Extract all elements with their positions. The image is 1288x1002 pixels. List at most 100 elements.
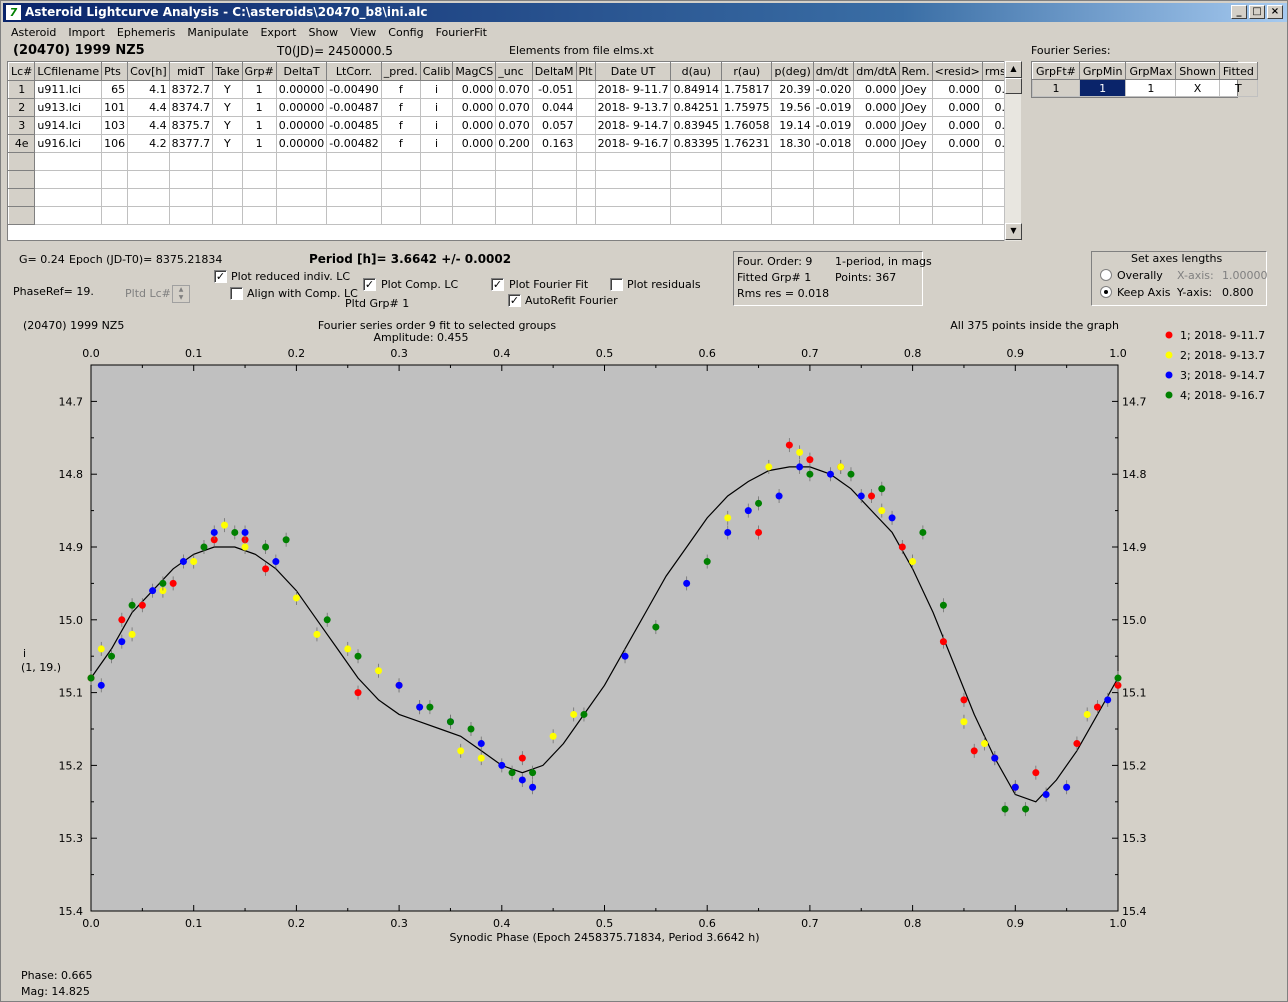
table-cell[interactable] (898, 152, 933, 171)
column-header[interactable]: Pts (101, 62, 129, 81)
column-header[interactable]: dm/dtA (853, 62, 900, 81)
table-cell[interactable] (531, 170, 577, 189)
table-cell[interactable] (575, 80, 596, 99)
table-row[interactable]: 1 1 1 X T (1032, 79, 1258, 97)
table-cell[interactable]: Y (212, 134, 243, 153)
align-checkbox[interactable] (230, 287, 243, 300)
table-cell[interactable]: 0.000 (853, 116, 900, 135)
table-cell[interactable]: 4.4 (127, 116, 170, 135)
table-cell[interactable]: u916.lci (34, 134, 103, 153)
close-button[interactable]: × (1267, 5, 1283, 19)
table-cell[interactable] (241, 152, 277, 171)
table-cell[interactable] (380, 152, 421, 171)
grpmin-cell[interactable]: 1 (1078, 79, 1127, 97)
table-cell[interactable]: 4.4 (127, 98, 170, 117)
table-cell[interactable]: 0.84251 (670, 98, 722, 117)
table-row[interactable]: 2 u913.lci 101 4.4 8374.7 Y 1 0.00000 -0.00487 f i… (8, 98, 1020, 117)
menu-ephemeris[interactable]: Ephemeris (116, 26, 176, 39)
table-cell[interactable] (380, 188, 421, 207)
table-cell[interactable] (241, 206, 277, 225)
table-cell[interactable] (419, 206, 454, 225)
table-cell[interactable] (275, 152, 328, 171)
table-cell[interactable]: Y (212, 116, 243, 135)
maximize-button[interactable]: □ (1249, 5, 1265, 19)
table-cell[interactable] (594, 206, 672, 225)
table-row[interactable]: 4e u916.lci 106 4.2 8377.7 Y 1 0.00000 -0.00482 f… (8, 134, 1020, 153)
table-cell[interactable]: 1 (241, 98, 277, 117)
table-cell[interactable]: 1 (241, 134, 277, 153)
table-cell[interactable]: i (419, 116, 454, 135)
row-header[interactable] (8, 170, 36, 189)
column-header[interactable]: dm/dt (812, 62, 855, 81)
table-cell[interactable]: f (380, 80, 421, 99)
table-cell[interactable] (853, 170, 900, 189)
column-header[interactable]: Calib (419, 62, 454, 81)
table-cell[interactable]: 8375.7 (168, 116, 214, 135)
column-header[interactable]: <resid> (931, 62, 983, 81)
table-cell[interactable] (275, 188, 328, 207)
table-cell[interactable]: -0.019 (812, 116, 855, 135)
column-header[interactable]: LCfilename (34, 62, 103, 81)
column-header[interactable]: DeltaM (531, 62, 577, 81)
table-cell[interactable] (771, 206, 814, 225)
column-header[interactable]: Take (212, 62, 243, 81)
table-cell[interactable] (931, 188, 983, 207)
table-cell[interactable]: 1.75975 (720, 98, 773, 117)
table-cell[interactable] (575, 98, 596, 117)
table-cell[interactable]: 4.2 (127, 134, 170, 153)
table-row[interactable] (8, 170, 1020, 189)
table-row[interactable] (8, 188, 1020, 207)
table-cell[interactable]: 0.044 (531, 98, 577, 117)
scroll-down-icon[interactable]: ▼ (1005, 223, 1022, 240)
table-cell[interactable] (212, 152, 243, 171)
table-cell[interactable]: 0.070 (495, 80, 533, 99)
table-cell[interactable]: 1 (241, 80, 277, 99)
menu-export[interactable]: Export (260, 26, 297, 39)
menu-asteroid[interactable]: Asteroid (11, 26, 57, 39)
column-header[interactable]: Date UT (594, 62, 672, 81)
table-cell[interactable]: u911.lci (34, 80, 103, 99)
table-cell[interactable] (931, 170, 983, 189)
table-cell[interactable]: -0.019 (812, 98, 855, 117)
table-cell[interactable] (853, 152, 900, 171)
overally-radio[interactable] (1100, 269, 1112, 281)
minimize-button[interactable]: _ (1231, 5, 1247, 19)
table-cell[interactable]: 0.000 (853, 134, 900, 153)
table-cell[interactable] (452, 170, 497, 189)
table-cell[interactable] (452, 206, 497, 225)
table-cell[interactable] (531, 206, 577, 225)
table-cell[interactable]: 18.30 (771, 134, 814, 153)
table-cell[interactable] (168, 188, 214, 207)
table-cell[interactable] (241, 170, 277, 189)
column-header[interactable]: r(au) (720, 62, 773, 81)
row-header[interactable]: 1 (8, 80, 36, 99)
table-cell[interactable] (720, 206, 773, 225)
row-header[interactable]: 4e (8, 134, 36, 153)
table-cell[interactable] (168, 152, 214, 171)
table-cell[interactable] (380, 170, 421, 189)
lightcurve-plot[interactable]: (20470) 1999 NZ5 Fourier series order 9 f… (19, 313, 1269, 953)
table-cell[interactable]: i (419, 80, 454, 99)
table-cell[interactable]: u913.lci (34, 98, 103, 117)
table-cell[interactable] (594, 170, 672, 189)
table-cell[interactable] (127, 206, 170, 225)
table-cell[interactable] (670, 188, 722, 207)
lightcurve-table[interactable]: Lc# LCfilename Pts Cov[h] midT Take Grp# DeltaT… (7, 61, 1021, 241)
spin-up-icon[interactable]: ▲ (178, 286, 184, 293)
table-cell[interactable] (575, 206, 596, 225)
table-cell[interactable]: 0.83395 (670, 134, 722, 153)
table-cell[interactable] (34, 152, 103, 171)
table-cell[interactable] (212, 206, 243, 225)
table-cell[interactable]: 0.000 (452, 116, 497, 135)
table-cell[interactable]: 8374.7 (168, 98, 214, 117)
table-cell[interactable] (241, 188, 277, 207)
table-cell[interactable] (771, 170, 814, 189)
table-cell[interactable] (212, 188, 243, 207)
table-cell[interactable]: -0.00485 (326, 116, 382, 135)
table-cell[interactable]: 2018- 9-14.7 (594, 116, 672, 135)
table-cell[interactable]: JOey (898, 134, 933, 153)
table-cell[interactable] (898, 206, 933, 225)
table-cell[interactable]: -0.020 (812, 80, 855, 99)
table-cell[interactable]: JOey (898, 98, 933, 117)
y-axis-value[interactable]: 0.800 (1222, 286, 1254, 299)
